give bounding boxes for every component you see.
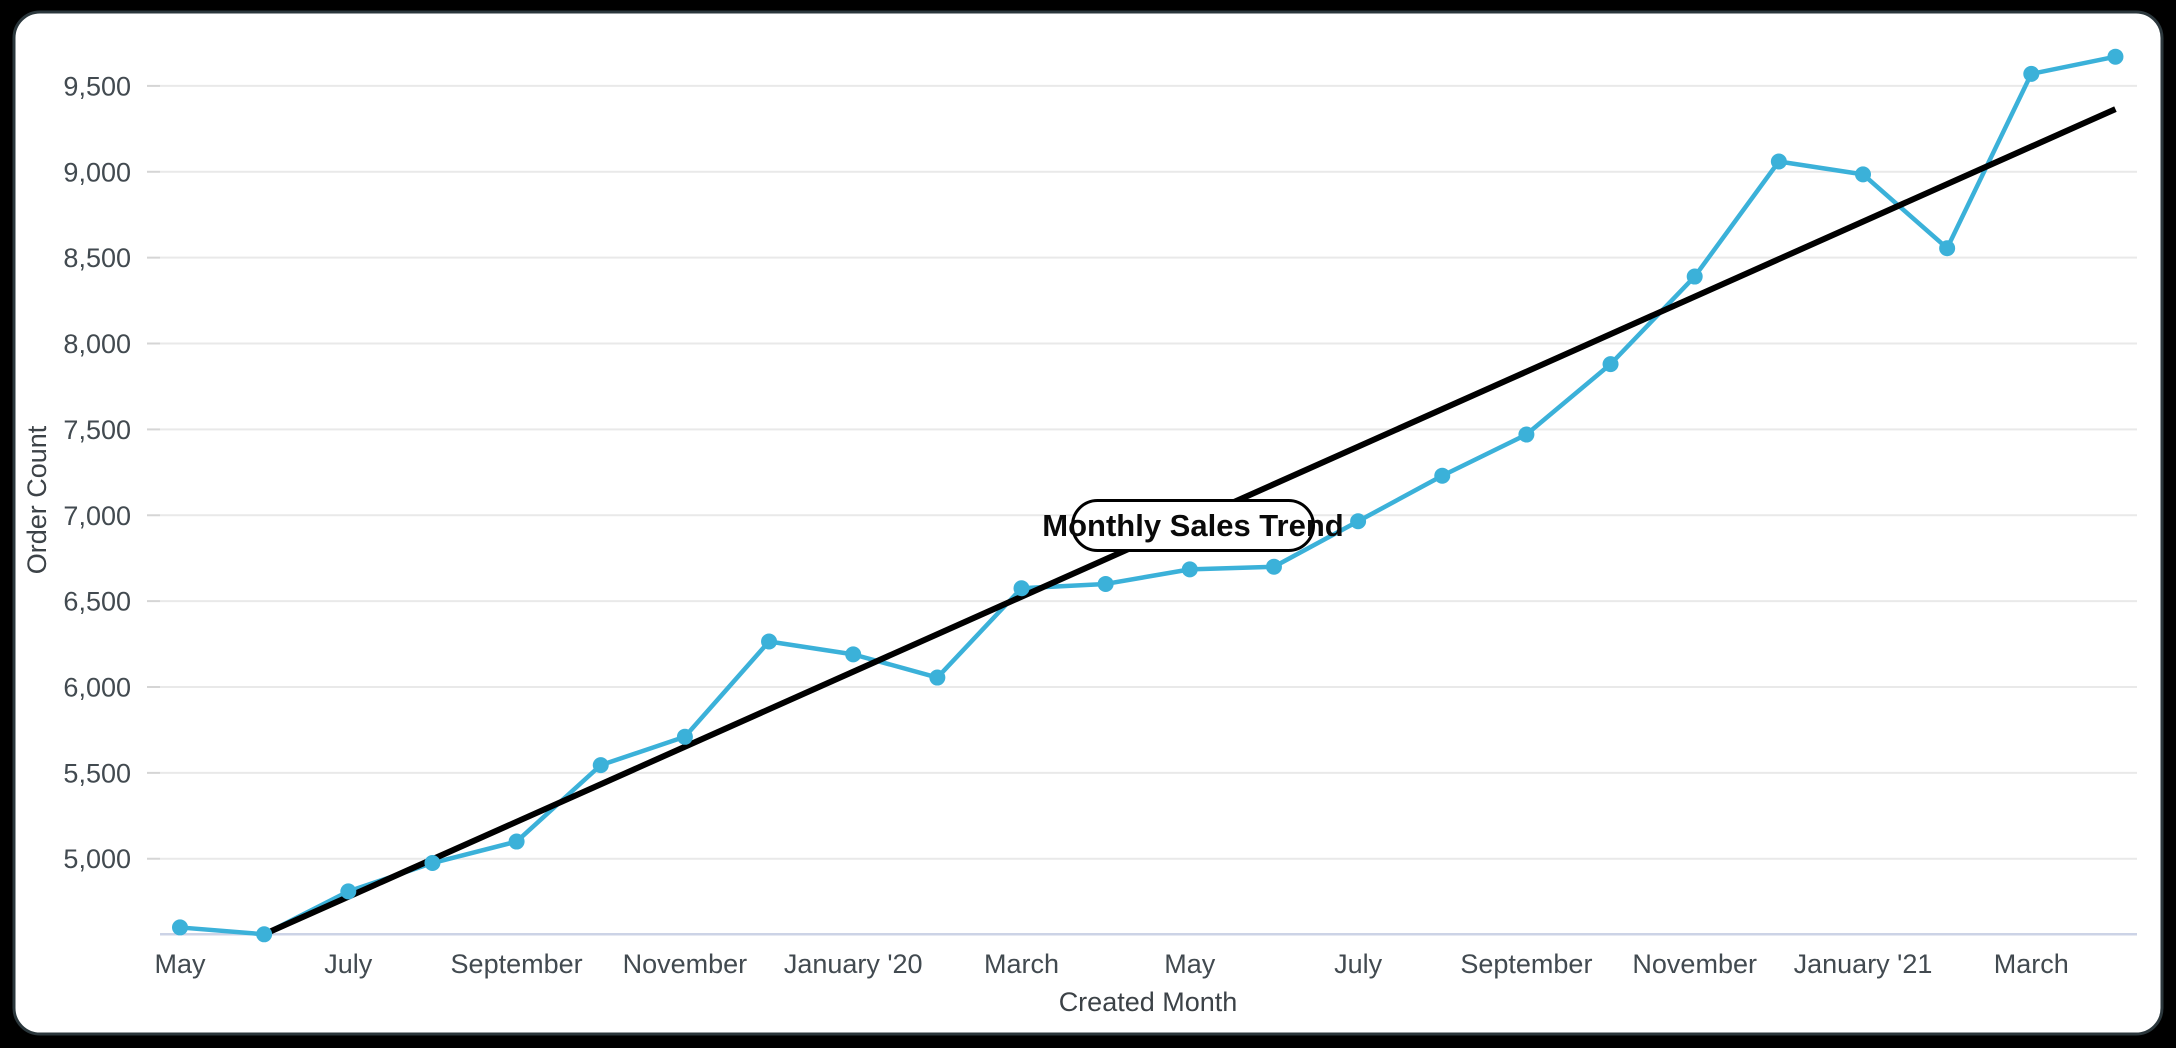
y-tick-label: 9,000 bbox=[63, 157, 131, 187]
data-point[interactable] bbox=[1686, 268, 1703, 285]
data-point[interactable] bbox=[1181, 561, 1198, 578]
trendline-label-pill bbox=[1071, 499, 1315, 552]
y-tick-label: 7,500 bbox=[63, 415, 131, 445]
data-point[interactable] bbox=[1518, 426, 1535, 443]
data-point[interactable] bbox=[424, 855, 441, 872]
order-count-series-line bbox=[177, 54, 2118, 937]
x-tick-label: January '21 bbox=[1794, 949, 1933, 979]
data-point[interactable] bbox=[592, 757, 609, 774]
data-point[interactable] bbox=[929, 669, 946, 686]
x-tick-label: May bbox=[1164, 949, 1216, 979]
data-point[interactable] bbox=[2107, 48, 2124, 65]
data-point[interactable] bbox=[1434, 467, 1451, 484]
x-tick-label: September bbox=[1460, 949, 1592, 979]
data-point[interactable] bbox=[340, 883, 357, 900]
data-point[interactable] bbox=[1350, 513, 1367, 530]
y-tick-label: 6,500 bbox=[63, 587, 131, 617]
x-tick-label: March bbox=[984, 949, 1059, 979]
x-tick-label: September bbox=[451, 949, 583, 979]
x-tick-label: January '20 bbox=[784, 949, 923, 979]
y-tick-label: 6,000 bbox=[63, 672, 131, 702]
x-tick-label: July bbox=[1334, 949, 1383, 979]
y-tick-label: 9,500 bbox=[63, 71, 131, 101]
data-point[interactable] bbox=[1855, 166, 1871, 183]
x-tick-label: November bbox=[1632, 949, 1757, 979]
x-tick-label: March bbox=[1994, 949, 2069, 979]
x-tick-label: May bbox=[154, 949, 206, 979]
data-point[interactable] bbox=[1770, 153, 1787, 170]
x-tick-label: November bbox=[623, 949, 748, 979]
data-point[interactable] bbox=[172, 919, 188, 936]
y-tick-label: 8,000 bbox=[63, 329, 131, 359]
y-axis-title: Order Count bbox=[22, 425, 52, 574]
data-point[interactable] bbox=[1013, 580, 1030, 597]
data-point[interactable] bbox=[761, 633, 778, 650]
trendline-label: Monthly Sales Trend bbox=[1042, 508, 1343, 543]
x-tick-label: July bbox=[324, 949, 373, 979]
x-axis-title: Created Month bbox=[1059, 987, 1238, 1017]
y-tick-label: 5,500 bbox=[63, 758, 131, 788]
data-point[interactable] bbox=[1602, 356, 1619, 373]
data-point[interactable] bbox=[2023, 65, 2040, 82]
y-tick-label: 7,000 bbox=[63, 501, 131, 531]
data-point[interactable] bbox=[845, 646, 862, 663]
data-point[interactable] bbox=[1097, 575, 1114, 592]
y-tick-label: 5,000 bbox=[63, 844, 131, 874]
data-point[interactable] bbox=[1939, 240, 1956, 257]
y-tick-label: 8,500 bbox=[63, 243, 131, 273]
data-point[interactable] bbox=[256, 926, 273, 943]
data-point[interactable] bbox=[676, 728, 693, 745]
data-point[interactable] bbox=[508, 833, 525, 850]
data-point[interactable] bbox=[1265, 558, 1282, 575]
